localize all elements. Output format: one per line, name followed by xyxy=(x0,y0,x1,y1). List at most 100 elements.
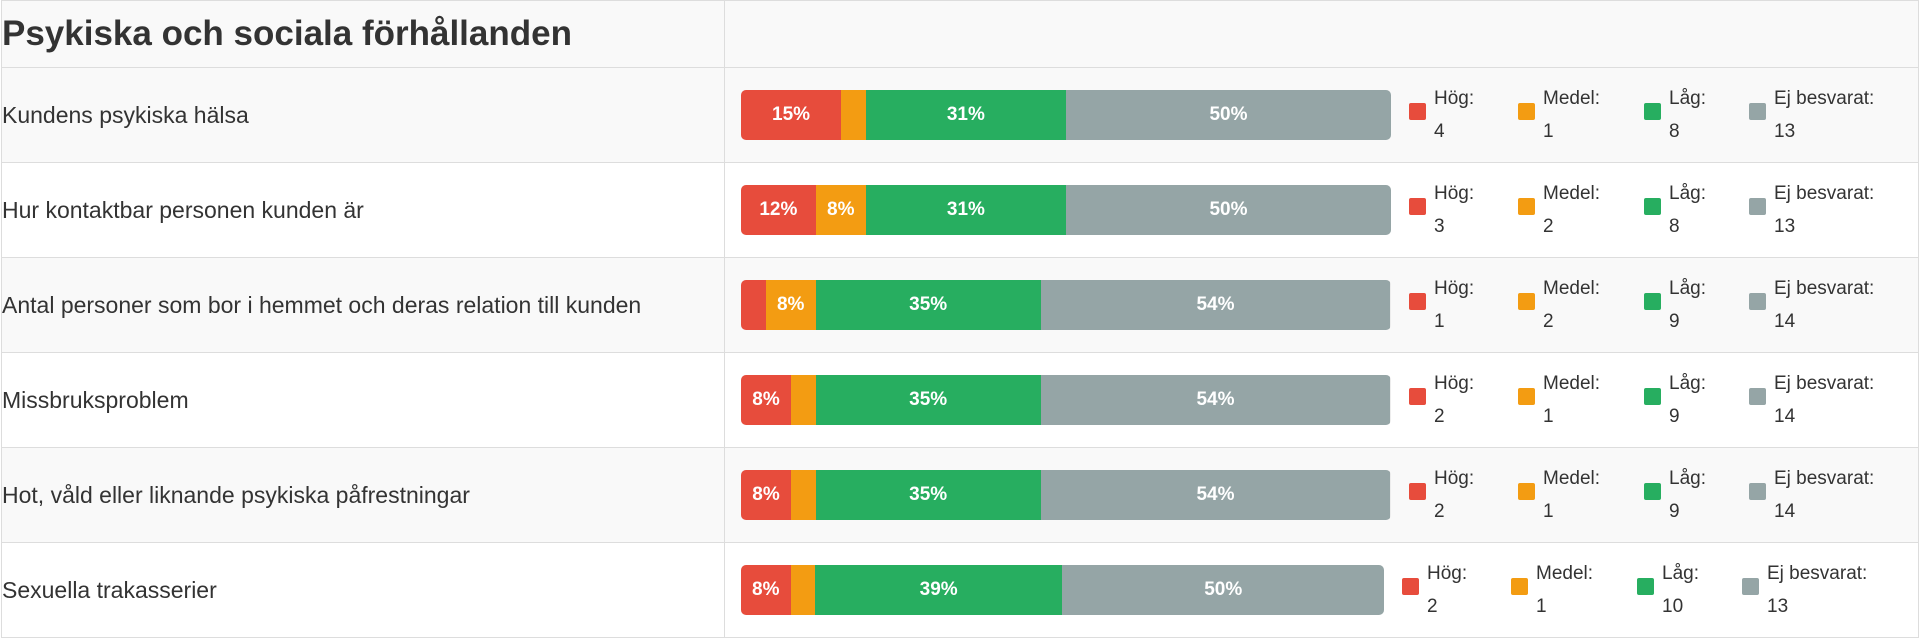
bar-segment-ej-besvarat: 50% xyxy=(1062,565,1384,615)
legend-item-hog: Hög: 2 xyxy=(1409,367,1518,433)
legend-item-hog: Hög: 3 xyxy=(1409,177,1518,243)
legend-item-lag: Låg: 8 xyxy=(1644,177,1749,243)
bar-segment-ej-besvarat: 54% xyxy=(1040,375,1391,425)
legend-count: 9 xyxy=(1669,406,1680,427)
legend-label: Hög: xyxy=(1434,183,1475,204)
table-row: Hot, våld eller liknande psykiska påfres… xyxy=(1,447,1919,543)
distribution-cell: 8% 39% 50% Hög: 2 Medel: 1 Låg: 10 Ej besvarat: 13 xyxy=(724,542,1919,638)
legend-label: Låg: xyxy=(1662,563,1699,584)
legend-item-ej-besvarat: Ej besvarat: 13 xyxy=(1749,177,1889,243)
question-label: Sexuella trakasserier xyxy=(1,542,725,638)
bar-segment-ej-besvarat: 54% xyxy=(1040,470,1391,520)
question-label: Kundens psykiska hälsa xyxy=(1,67,725,163)
bar-segment-medel xyxy=(791,375,816,425)
stacked-progress-bar: 12% 8% 31% 50% xyxy=(741,185,1391,235)
legend-item-ej-besvarat: Ej besvarat: 14 xyxy=(1749,272,1889,338)
bar-segment-hog: 8% xyxy=(741,565,791,615)
legend-swatch-lag xyxy=(1644,388,1661,405)
bar-segment-ej-besvarat: 50% xyxy=(1065,90,1391,140)
legend-count: 2 xyxy=(1543,216,1554,237)
table-row: Antal personer som bor i hemmet och dera… xyxy=(1,257,1919,353)
legend-label: Hög: xyxy=(1427,563,1468,584)
legend-label: Ej besvarat: xyxy=(1774,373,1875,394)
bar-segment-hog: 8% xyxy=(741,470,792,520)
bar-segment-medel: 8% xyxy=(815,185,866,235)
stacked-progress-bar: 8% 39% 50% xyxy=(741,565,1384,615)
legend-swatch-hog xyxy=(1409,388,1426,405)
question-label: Antal personer som bor i hemmet och dera… xyxy=(1,257,725,353)
legend: Hög: 2 Medel: 1 Låg: 10 Ej besvarat: 13 xyxy=(1402,557,1882,623)
legend-label: Låg: xyxy=(1669,183,1706,204)
legend-count: 1 xyxy=(1434,311,1445,332)
legend-swatch-hog xyxy=(1409,103,1426,120)
legend-label: Ej besvarat: xyxy=(1774,468,1875,489)
legend-count: 1 xyxy=(1543,501,1554,522)
legend-swatch-ej-besvarat xyxy=(1749,198,1766,215)
legend-count: 10 xyxy=(1662,596,1684,617)
table-body: Kundens psykiska hälsa 15% 31% 50% Hög: 4 Mede… xyxy=(1,67,1919,638)
legend-item-hog: Hög: 4 xyxy=(1409,82,1518,148)
legend-item-lag: Låg: 9 xyxy=(1644,462,1749,528)
legend-label: Ej besvarat: xyxy=(1767,563,1868,584)
legend-label: Medel: xyxy=(1536,563,1594,584)
legend-swatch-ej-besvarat xyxy=(1749,293,1766,310)
legend-label: Låg: xyxy=(1669,468,1706,489)
distribution-cell: 8% 35% 54% Hög: 1 Medel: 2 Låg: 9 Ej besvarat: 14 xyxy=(724,257,1919,353)
legend-count: 13 xyxy=(1767,596,1789,617)
legend-item-lag: Låg: 9 xyxy=(1644,272,1749,338)
legend-label: Låg: xyxy=(1669,373,1706,394)
distribution-cell: 12% 8% 31% 50% Hög: 3 Medel: 2 Låg: 8 Ej besvarat:… xyxy=(724,162,1919,258)
legend: Hög: 4 Medel: 1 Låg: 8 Ej besvarat: 13 xyxy=(1409,82,1889,148)
legend-swatch-medel xyxy=(1518,293,1535,310)
legend: Hög: 2 Medel: 1 Låg: 9 Ej besvarat: 14 xyxy=(1409,462,1889,528)
distribution-cell: 15% 31% 50% Hög: 4 Medel: 1 Låg: 8 Ej besvarat: 13 xyxy=(724,67,1919,163)
bar-segment-hog: 8% xyxy=(741,375,792,425)
question-label: Missbruksproblem xyxy=(1,352,725,448)
legend-swatch-medel xyxy=(1518,388,1535,405)
bar-segment-ej-besvarat: 50% xyxy=(1065,185,1391,235)
legend-swatch-medel xyxy=(1518,198,1535,215)
legend-item-hog: Hög: 2 xyxy=(1409,462,1518,528)
legend-count: 1 xyxy=(1536,596,1547,617)
legend-label: Medel: xyxy=(1543,373,1601,394)
legend: Hög: 1 Medel: 2 Låg: 9 Ej besvarat: 14 xyxy=(1409,272,1889,338)
legend-swatch-lag xyxy=(1644,483,1661,500)
bar-segment-lag: 35% xyxy=(815,280,1041,330)
legend-swatch-lag xyxy=(1644,198,1661,215)
legend-item-ej-besvarat: Ej besvarat: 14 xyxy=(1749,462,1889,528)
stacked-progress-bar: 8% 35% 54% xyxy=(741,470,1391,520)
distribution-cell: 8% 35% 54% Hög: 2 Medel: 1 Låg: 9 Ej besvarat: 14 xyxy=(724,352,1919,448)
legend-count: 2 xyxy=(1427,596,1438,617)
stacked-progress-bar: 15% 31% 50% xyxy=(741,90,1391,140)
legend-count: 13 xyxy=(1774,216,1796,237)
legend-swatch-hog xyxy=(1409,293,1426,310)
header-empty-cell xyxy=(724,0,1919,68)
legend-label: Hög: xyxy=(1434,373,1475,394)
legend-count: 4 xyxy=(1434,121,1445,142)
legend-item-medel: Medel: 1 xyxy=(1518,367,1644,433)
table-row: Kundens psykiska hälsa 15% 31% 50% Hög: 4 Mede… xyxy=(1,67,1919,163)
legend-item-medel: Medel: 2 xyxy=(1518,177,1644,243)
legend-swatch-medel xyxy=(1518,103,1535,120)
bar-segment-lag: 35% xyxy=(815,375,1041,425)
legend-count: 8 xyxy=(1669,121,1680,142)
legend-count: 9 xyxy=(1669,311,1680,332)
legend-swatch-ej-besvarat xyxy=(1749,388,1766,405)
legend-count: 14 xyxy=(1774,311,1796,332)
legend-swatch-ej-besvarat xyxy=(1742,578,1759,595)
legend-count: 2 xyxy=(1543,311,1554,332)
legend-label: Medel: xyxy=(1543,278,1601,299)
legend-swatch-hog xyxy=(1409,198,1426,215)
legend-item-hog: Hög: 1 xyxy=(1409,272,1518,338)
bar-segment-lag: 31% xyxy=(865,185,1066,235)
table-row: Missbruksproblem 8% 35% 54% Hög: 2 Medel: 1 Låg:… xyxy=(1,352,1919,448)
legend-label: Medel: xyxy=(1543,88,1601,109)
legend-item-medel: Medel: 2 xyxy=(1518,272,1644,338)
legend-swatch-ej-besvarat xyxy=(1749,103,1766,120)
legend-swatch-medel xyxy=(1511,578,1528,595)
legend-count: 2 xyxy=(1434,406,1445,427)
bar-segment-medel xyxy=(841,90,866,140)
legend-swatch-ej-besvarat xyxy=(1749,483,1766,500)
legend-item-medel: Medel: 1 xyxy=(1518,82,1644,148)
